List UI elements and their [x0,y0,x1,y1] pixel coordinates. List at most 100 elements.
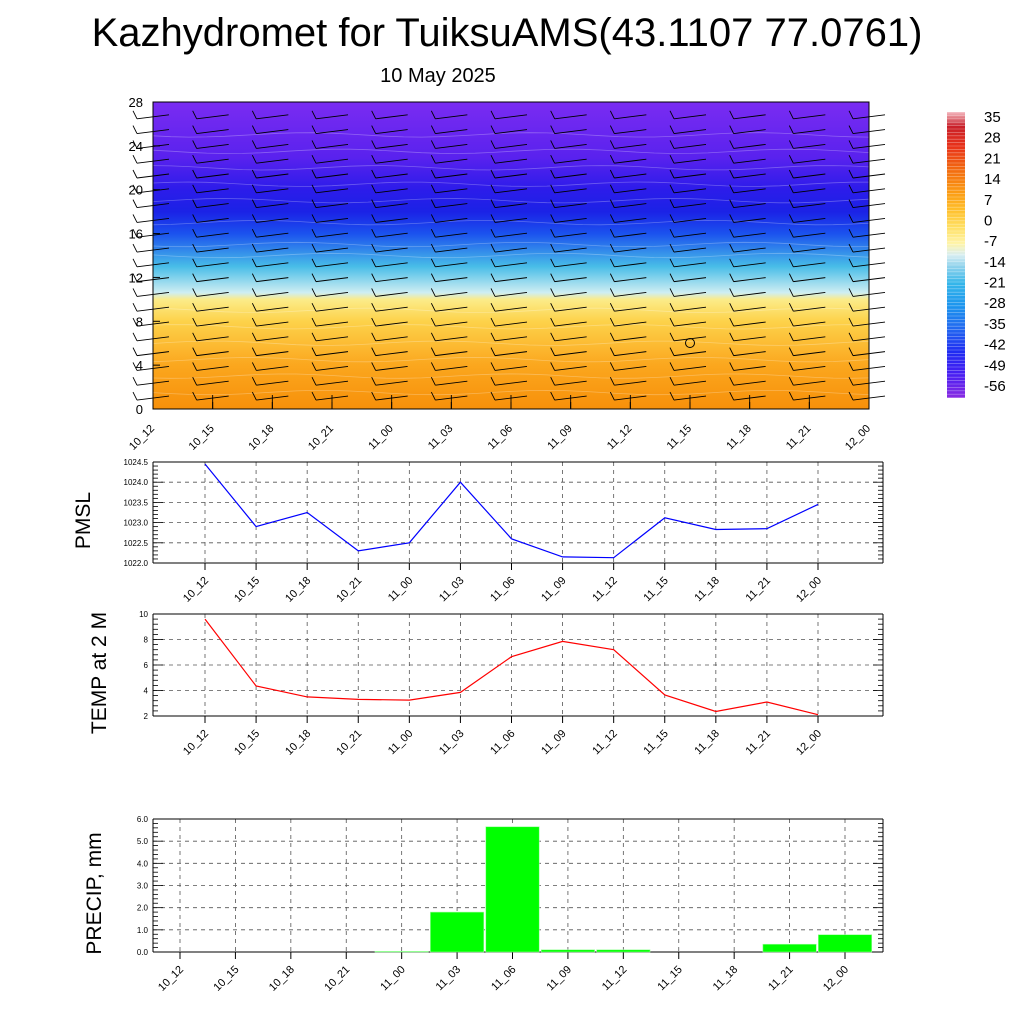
y-tick-label: 12 [129,270,143,285]
wind-barb [192,229,229,238]
x-tick-label: 10_15 [232,575,262,605]
wind-barb [550,169,587,179]
x-tick-label: 11_00 [366,423,396,453]
wind-barb [788,332,826,342]
wind-barb [788,199,826,209]
wind-barb [192,377,229,386]
wind-barb [609,347,647,357]
contour-line [152,132,870,138]
wind-barb [490,110,528,120]
wind-barb [371,258,408,268]
precip-bar [762,943,817,953]
y-tick-label: 1022.5 [124,539,149,548]
wind-barb [550,229,587,238]
wind-barb [311,214,349,223]
precip-bar [596,949,651,953]
x-tick-label: 11_12 [590,728,620,758]
x-tick-label: 11_15 [655,964,685,994]
heatmap-panel: 0 4 8 12 16 20 24 28 10_12 10_15 10_18 10_21 11_00 11… [127,95,886,453]
wind-barb [729,273,766,283]
wind-barb [490,184,528,194]
wind-barb [490,332,528,342]
wind-barb [669,317,707,327]
contour-line [152,241,870,248]
wind-barb [490,199,528,209]
wind-barb [430,362,468,371]
wind-barb [311,169,349,179]
wind-barb [609,214,647,223]
wind-barb [251,155,289,164]
x-tick-label: 12_00 [794,728,824,758]
precip-bar [817,934,873,953]
wind-barb [609,110,647,120]
wind-barb [371,155,408,164]
wind-barb [311,125,349,135]
wind-barb [490,273,528,283]
wind-barb [788,229,826,238]
grid-lines [153,462,883,563]
wind-barb [729,258,766,268]
y-tick-label: 4 [136,358,143,373]
y-tick-label: 24 [129,139,143,154]
wind-barb [669,214,707,223]
wind-barb [490,288,528,297]
wind-barb [788,214,826,223]
contour-line [152,389,870,396]
wind-barb [311,332,349,342]
wind-barb [430,155,468,164]
wind-barb [490,347,528,357]
y-tick-label: 1023.5 [124,498,149,507]
x-tick-label: 11_06 [488,728,518,758]
wind-barb [311,243,349,253]
colorbar-label: -35 [984,316,1006,333]
x-tick-label: 11_12 [600,964,630,994]
wind-barb [430,377,468,386]
wind-barb [311,229,349,238]
wind-barb [788,184,826,194]
wind-barb [371,377,408,386]
minor-ticks [153,613,883,717]
precip-bar [540,949,595,953]
wind-barb [788,169,826,179]
x-tick-label: 11_09 [545,423,575,453]
wind-barb [550,303,587,312]
temp-panel: 2 4 6 8 10 10_12 10_15 10_18 10_21 11_00 11_03 11_0… [88,610,884,758]
x-tick-label: 10_12 [127,423,157,453]
wind-barb [669,288,707,297]
x-tick-label: 11_00 [386,728,416,758]
wind-barb [788,258,826,268]
wind-barb [609,199,647,209]
wind-barb [311,155,349,164]
wind-barb [550,243,587,253]
wind-barb [192,199,229,209]
x-tick-label: 11_06 [488,575,518,605]
wind-barb [490,140,528,149]
y-tick-label: 20 [129,183,143,198]
x-tick-label: 11_03 [437,575,467,605]
colorbar-bands [947,111,965,398]
wind-barb [669,125,707,135]
wind-barb [788,243,826,253]
wind-barb [371,347,408,357]
y-tick-label: 16 [129,227,143,242]
wind-barb [669,110,707,120]
wind-barb [788,125,826,135]
wind-barb [729,362,766,371]
wind-barb [430,243,468,253]
y-tick-label: 4 [144,687,149,696]
wind-barb [729,377,766,386]
wind-barb [550,288,587,297]
wind-barb [311,140,349,149]
x-tick-label: 10_18 [283,728,313,758]
x-tick-label: 11_15 [641,728,671,758]
wind-barb [669,347,707,357]
x-tick-label: 10_12 [181,728,211,758]
y-axis-label: PMSL [72,492,95,549]
wind-barb [550,184,587,194]
wind-barb [311,273,349,283]
wind-barb [729,214,766,223]
wind-barb [311,258,349,268]
x-tick-label: 11_09 [539,575,569,605]
wind-barb [669,258,707,268]
colorbar-label: 35 [984,109,1001,126]
